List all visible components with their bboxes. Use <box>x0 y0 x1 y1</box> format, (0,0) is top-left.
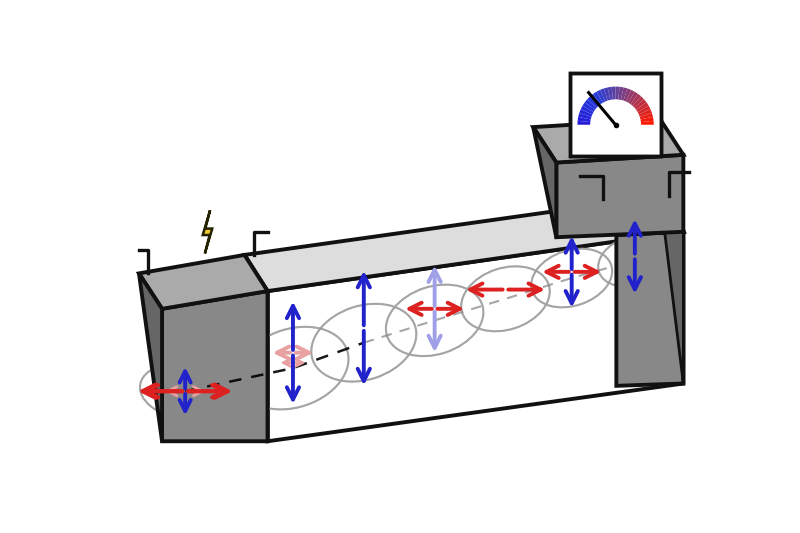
Wedge shape <box>612 86 615 100</box>
Wedge shape <box>634 99 646 110</box>
Wedge shape <box>633 96 644 108</box>
Wedge shape <box>641 121 654 125</box>
Polygon shape <box>660 196 683 384</box>
Bar <box>570 73 661 156</box>
Wedge shape <box>641 117 654 122</box>
Wedge shape <box>608 87 613 100</box>
Wedge shape <box>597 90 606 103</box>
Wedge shape <box>582 102 595 112</box>
Polygon shape <box>534 127 556 237</box>
Wedge shape <box>579 109 592 117</box>
Polygon shape <box>534 119 683 163</box>
Wedge shape <box>621 87 627 101</box>
Wedge shape <box>639 109 652 117</box>
Polygon shape <box>245 255 267 441</box>
Wedge shape <box>618 87 623 100</box>
Polygon shape <box>267 232 683 441</box>
Polygon shape <box>556 155 683 237</box>
Polygon shape <box>139 273 162 441</box>
Polygon shape <box>616 232 683 386</box>
Wedge shape <box>604 87 610 101</box>
Wedge shape <box>638 106 650 115</box>
Wedge shape <box>636 102 649 112</box>
Polygon shape <box>245 196 683 291</box>
Wedge shape <box>628 92 638 104</box>
Wedge shape <box>593 92 603 104</box>
Wedge shape <box>585 99 597 110</box>
Wedge shape <box>615 86 619 100</box>
Wedge shape <box>600 88 608 101</box>
Wedge shape <box>578 121 590 125</box>
Polygon shape <box>139 255 267 309</box>
Wedge shape <box>578 117 590 122</box>
Wedge shape <box>578 113 591 119</box>
Bar <box>570 73 661 156</box>
Wedge shape <box>623 88 631 101</box>
Wedge shape <box>587 96 598 108</box>
Wedge shape <box>626 90 634 103</box>
Polygon shape <box>162 291 267 441</box>
Polygon shape <box>594 196 683 235</box>
Wedge shape <box>590 94 601 106</box>
Wedge shape <box>581 106 594 115</box>
Wedge shape <box>640 113 653 119</box>
Wedge shape <box>630 94 641 106</box>
Polygon shape <box>202 210 212 253</box>
